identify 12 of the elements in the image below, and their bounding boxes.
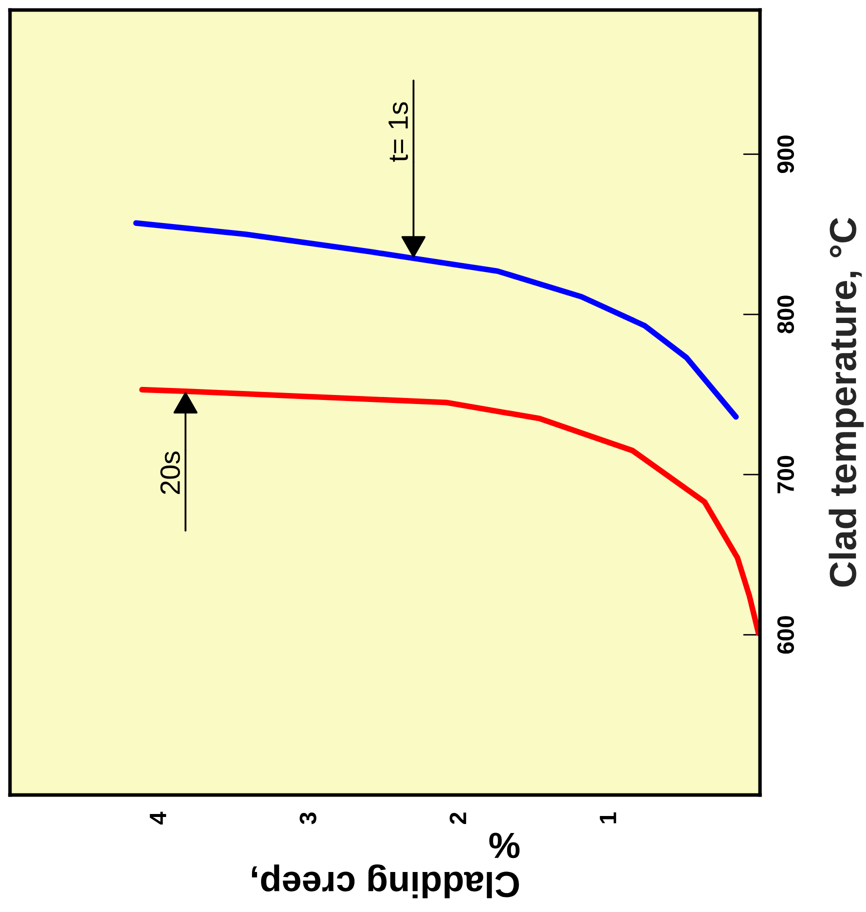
y-tick-label: 700 bbox=[777, 456, 794, 494]
x-axis-title: Cladding creep, % bbox=[252, 832, 520, 898]
y-tick-label: 600 bbox=[777, 616, 794, 654]
y-tick-label: 800 bbox=[777, 296, 794, 334]
x-tick-label: 2 bbox=[450, 812, 466, 824]
annotation: t= 1s bbox=[388, 102, 408, 162]
x-tick-label: 3 bbox=[300, 812, 316, 824]
annotation: 20s bbox=[160, 452, 180, 494]
y-axis-title: Clad temperature, °C bbox=[828, 218, 864, 587]
x-tick-label: 4 bbox=[150, 812, 166, 824]
x-tick-label: 1 bbox=[600, 812, 616, 824]
y-tick-label: 900 bbox=[777, 135, 794, 174]
